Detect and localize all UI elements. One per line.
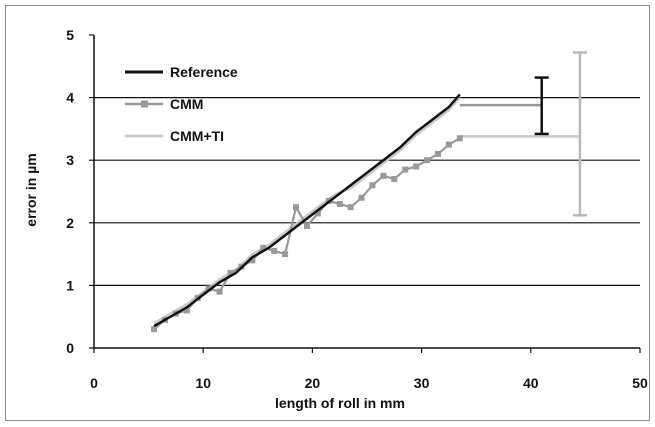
x-tick-label-2: 20 [305, 375, 321, 391]
series-point-cmm-7 [227, 269, 234, 276]
x-tick-label-5: 50 [632, 375, 648, 391]
series-point-cmm-3 [183, 307, 190, 314]
legend-label-cmm-ti: CMM+TI [170, 128, 224, 144]
y-tick-label-5: 5 [66, 27, 74, 43]
y-tick-label-2: 2 [66, 215, 74, 231]
series-point-cmm-26 [434, 150, 441, 157]
series-lines [151, 93, 463, 333]
error-bars [534, 51, 587, 217]
legend-marker-cmm [141, 100, 148, 108]
x-tick-label-3: 30 [414, 375, 430, 391]
series-point-cmm-0 [151, 326, 158, 333]
y-tick-label-4: 4 [66, 90, 74, 106]
series-point-cmm-10 [260, 244, 267, 251]
x-tick-label-4: 40 [523, 375, 539, 391]
series-point-cmm-9 [249, 257, 256, 264]
series-line-reference [153, 93, 461, 328]
legend-label-reference: Reference [170, 64, 238, 80]
series-point-cmm-12 [282, 251, 289, 258]
x-axis-title: length of roll in mm [275, 395, 405, 411]
y-tick-label-3: 3 [66, 152, 74, 168]
y-tick-labels: 0 1 2 3 4 5 [66, 27, 74, 356]
series-point-cmm-20 [369, 182, 376, 189]
series-point-cmm-25 [424, 157, 431, 164]
series-point-cmm-13 [293, 204, 300, 211]
error-leaders [459, 103, 580, 138]
gridlines [94, 96, 640, 286]
series-point-cmm-11 [271, 247, 278, 254]
axes [89, 34, 641, 353]
y-axis-title: error in µm [23, 153, 39, 226]
chart-frame [5, 5, 650, 421]
series-point-cmm-18 [347, 204, 354, 211]
series-point-cmm-5 [205, 285, 212, 292]
series-point-cmm-19 [358, 194, 365, 201]
series-point-cmm-24 [413, 163, 420, 170]
series-point-cmm-23 [402, 166, 409, 173]
series-point-cmm-14 [303, 222, 310, 229]
y-tick-label-1: 1 [66, 277, 74, 293]
legend: Reference CMM CMM+TI [125, 64, 238, 144]
series-point-cmm-6 [216, 288, 223, 295]
series-point-cmm-17 [336, 201, 343, 208]
series-point-cmm-28 [456, 135, 463, 142]
series-point-cmm-15 [314, 210, 321, 217]
y-tick-label-0: 0 [66, 340, 74, 356]
x-tick-label-0: 0 [90, 375, 98, 391]
series-point-cmm-27 [445, 141, 452, 148]
series-point-cmm-22 [391, 175, 398, 182]
x-tick-labels: 0 10 20 30 40 50 [90, 375, 648, 391]
x-tick-label-1: 10 [195, 375, 211, 391]
series-point-cmm-21 [380, 172, 387, 179]
legend-label-cmm: CMM [170, 96, 203, 112]
